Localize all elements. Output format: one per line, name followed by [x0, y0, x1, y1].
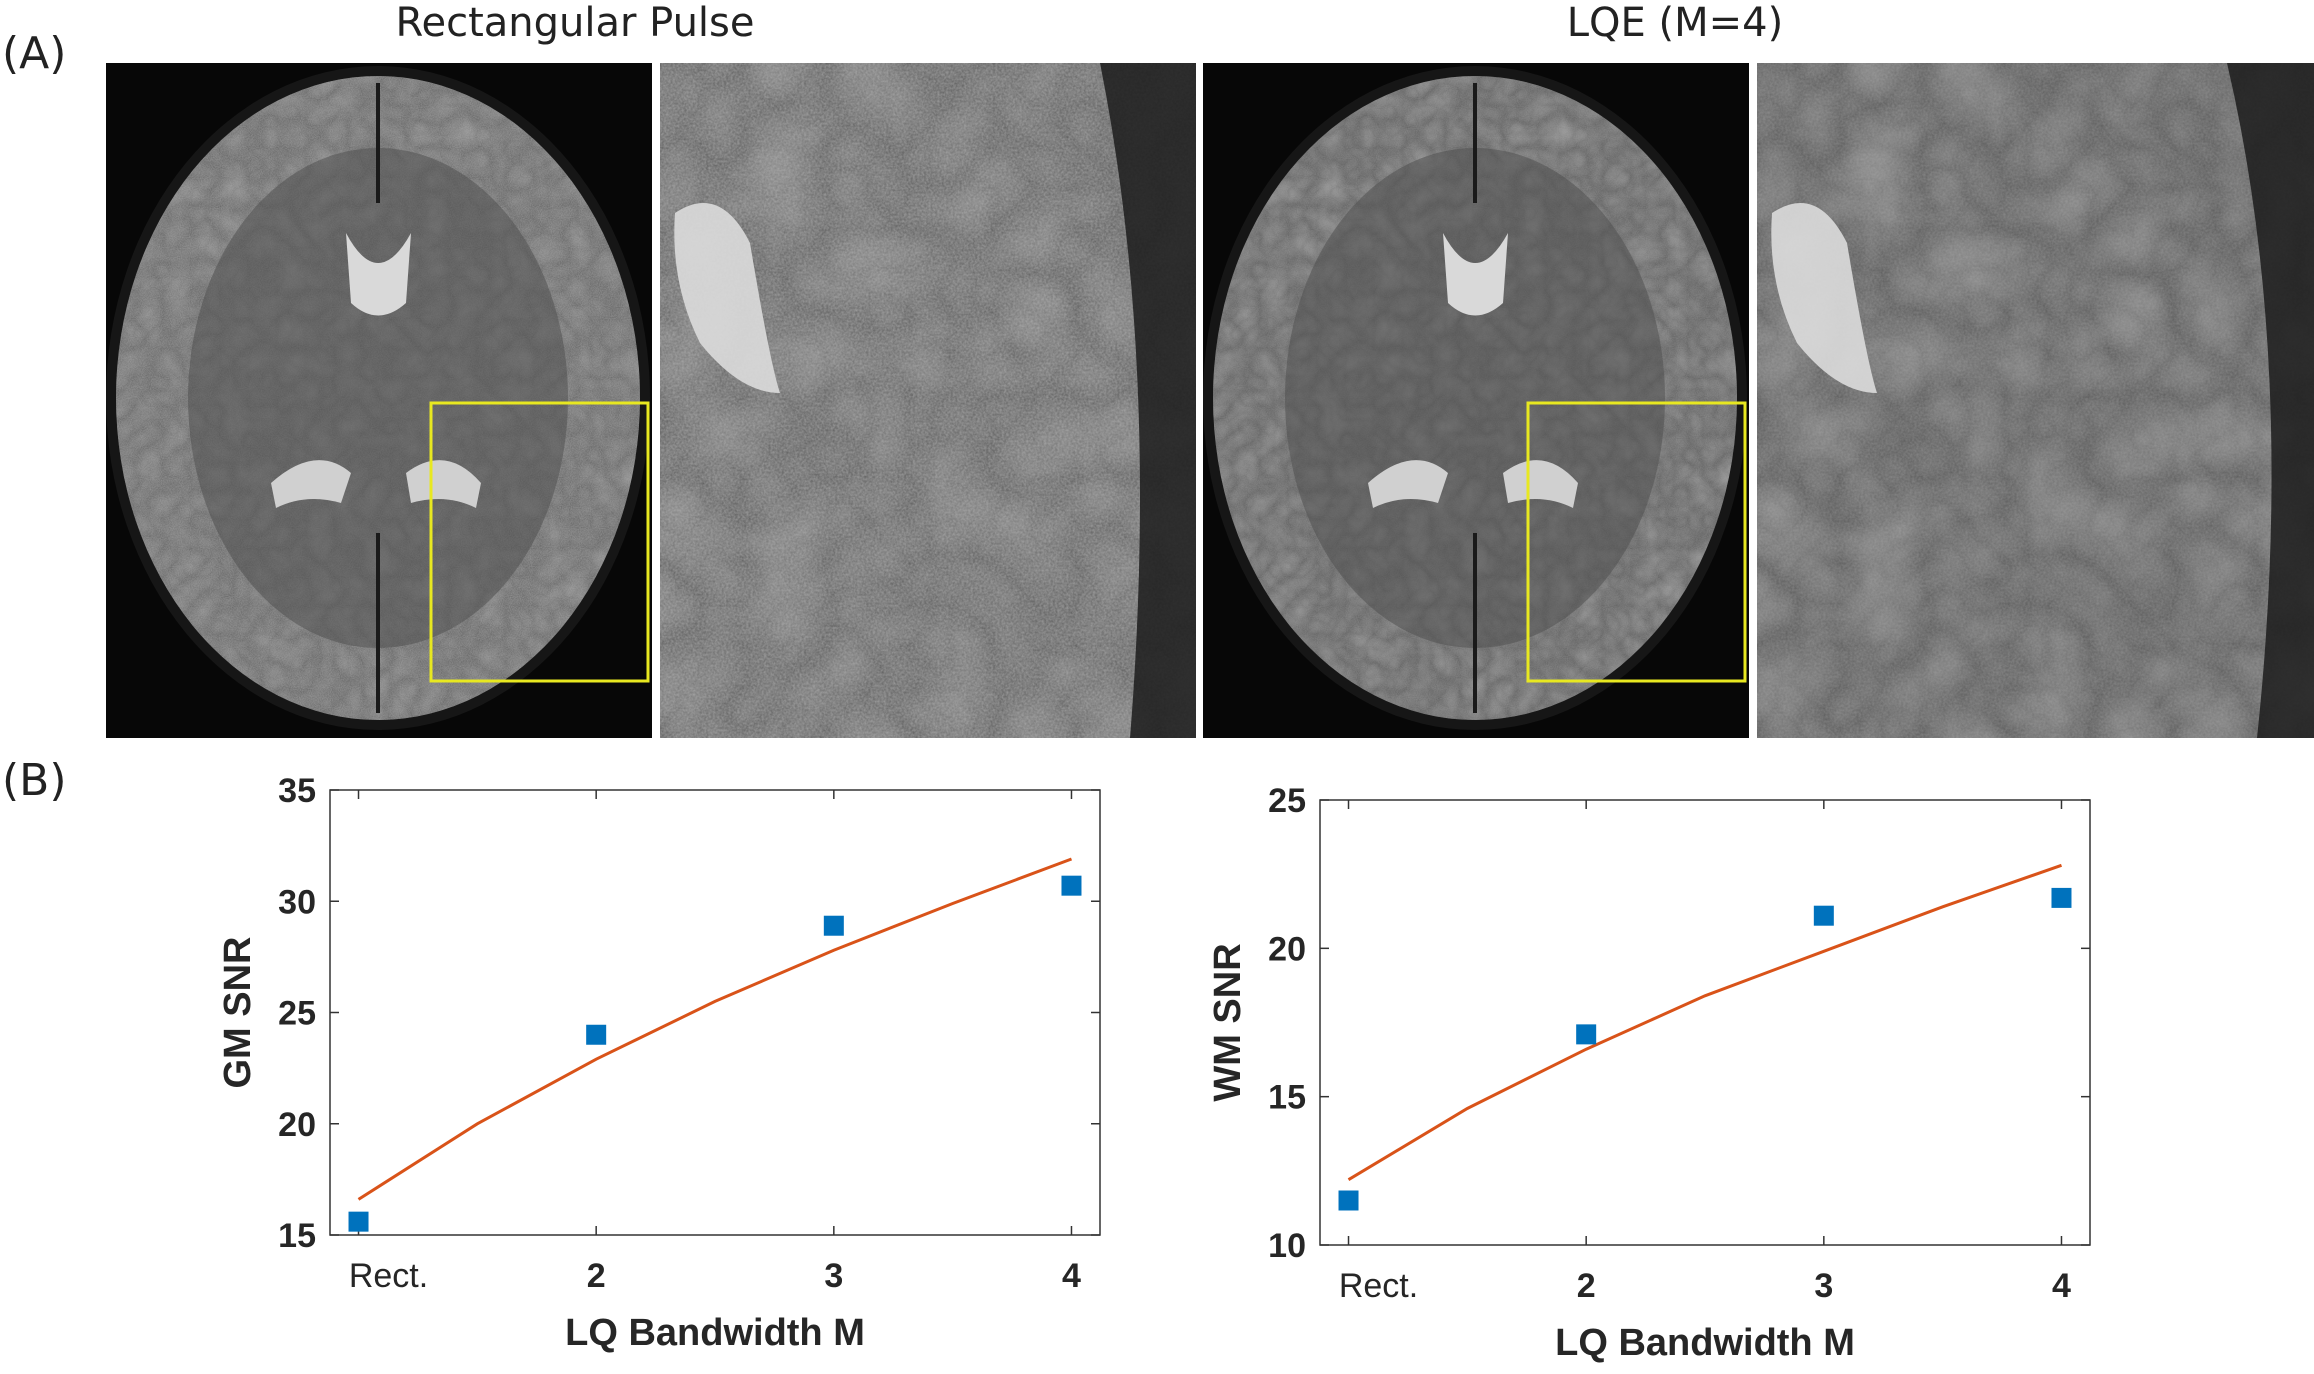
- wm-ytick-label: 20: [1268, 930, 1306, 968]
- gm-snr-chart: 15 20 25 30 35 Rect. 2 3 4 LQ Bandwidth M GM SNR: [217, 772, 1101, 1354]
- panel-a-label: (A): [2, 28, 67, 79]
- gm-ytick-label: 30: [278, 883, 316, 921]
- gm-xtick-label: 2: [587, 1257, 606, 1295]
- mri-rect-full-image: [106, 63, 652, 738]
- wm-fit-line: [1347, 863, 2062, 1181]
- gm-xtick-label: 4: [1062, 1257, 1081, 1295]
- wm-data-point: [2051, 887, 2072, 908]
- gm-data-point: [823, 915, 844, 936]
- mri-rect-zoom-image: [660, 63, 1196, 738]
- gm-ytick-label: 15: [278, 1217, 316, 1255]
- roi-box-lqe: [1526, 401, 1747, 683]
- wm-ylabel: WM SNR: [1207, 943, 1249, 1101]
- gm-axes-box: [329, 789, 1101, 1236]
- lqe-title: LQE (M=4): [1566, 0, 1784, 46]
- wm-xlabel: LQ Bandwidth M: [1555, 1322, 1855, 1364]
- gm-ylabel: GM SNR: [217, 937, 259, 1089]
- wm-xtick-label: Rect.: [1339, 1267, 1418, 1305]
- mri-lqe-zoom-image: [1757, 63, 2314, 738]
- wm-axes-box: [1319, 799, 2091, 1246]
- wm-snr-chart: 10 15 20 25 Rect. 2 3 4 LQ Bandwidth M WM SNR: [1207, 782, 2091, 1364]
- wm-ytick-label: 15: [1268, 1079, 1306, 1117]
- rect-pulse-title: Rectangular Pulse: [395, 0, 755, 46]
- gm-ytick-label: 25: [278, 995, 316, 1033]
- gm-data-point: [586, 1024, 607, 1045]
- gm-xlabel: LQ Bandwidth M: [565, 1312, 865, 1354]
- gm-xtick-label: 3: [824, 1257, 843, 1295]
- wm-ytick-label: 10: [1268, 1227, 1306, 1265]
- gm-data-point: [1061, 875, 1082, 896]
- wm-xtick-label: 2: [1577, 1267, 1596, 1305]
- wm-ytick-label: 25: [1268, 782, 1306, 820]
- mri-lqe-full-image: [1203, 63, 1749, 738]
- wm-data-point: [1576, 1024, 1597, 1045]
- roi-box-rect: [429, 401, 650, 683]
- wm-data-point: [1338, 1190, 1359, 1211]
- gm-ytick-label: 20: [278, 1106, 316, 1144]
- gm-data-point: [348, 1211, 369, 1232]
- panel-b-label: (B): [2, 755, 67, 806]
- gm-ytick-label: 35: [278, 772, 316, 810]
- gm-xtick-label: Rect.: [349, 1257, 428, 1295]
- wm-xtick-label: 4: [2052, 1267, 2071, 1305]
- wm-data-point: [1813, 905, 1834, 926]
- wm-xtick-label: 3: [1814, 1267, 1833, 1305]
- gm-fit-line: [357, 857, 1073, 1201]
